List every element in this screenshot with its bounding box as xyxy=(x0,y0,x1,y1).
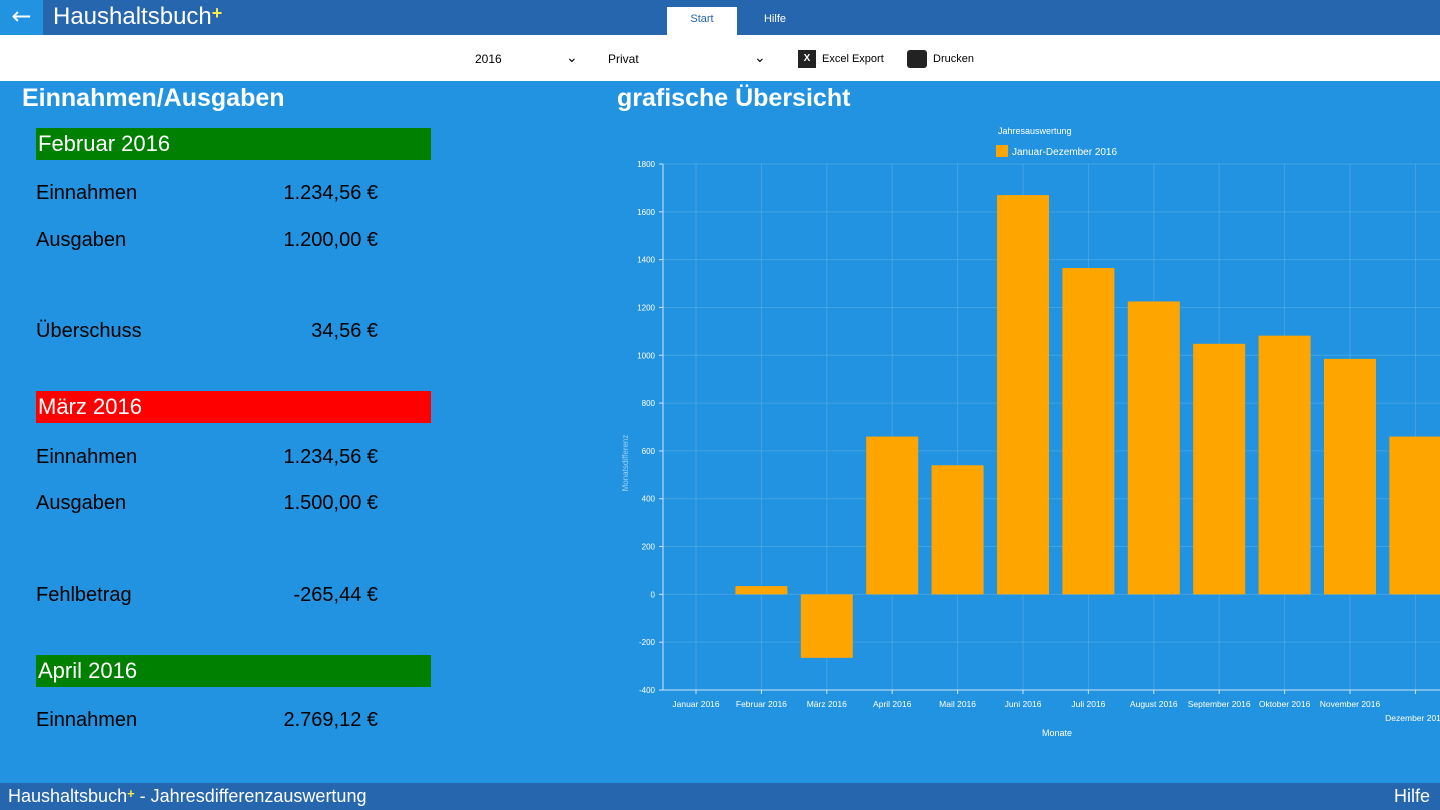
y-axis-label: Monatsdifferenz xyxy=(621,435,630,492)
bar xyxy=(997,195,1049,595)
x-tick-label: April 2016 xyxy=(873,699,912,709)
row-value: 2.769,12 € xyxy=(283,709,378,731)
y-tick-label: 1200 xyxy=(637,303,655,312)
y-tick-label: 600 xyxy=(642,447,656,456)
y-tick-label: 0 xyxy=(651,590,656,599)
tab-hilfe[interactable]: Hilfe xyxy=(763,13,786,25)
excel-icon: X xyxy=(798,50,816,68)
bar xyxy=(1389,436,1440,595)
chart-title: Jahresauswertung xyxy=(998,126,1072,136)
bar xyxy=(735,586,788,595)
bar xyxy=(800,594,853,658)
y-tick-label: 800 xyxy=(642,399,656,408)
x-tick-label: Juli 2016 xyxy=(1071,699,1105,709)
row-value: 1.234,56 € xyxy=(283,446,378,468)
y-tick-label: -200 xyxy=(639,638,656,647)
x-tick-label: Juni 2016 xyxy=(1005,699,1042,709)
excel-export-label: Excel Export xyxy=(822,53,884,65)
month-header: Februar 2016 xyxy=(36,128,431,160)
status-bar: Haushaltsbuch+ - Jahresdifferenzauswertu… xyxy=(0,783,1440,810)
bar xyxy=(1127,301,1180,595)
x-tick-label: März 2016 xyxy=(807,699,847,709)
row-value: 1.234,56 € xyxy=(283,182,378,204)
x-axis-label: Monate xyxy=(1042,728,1072,738)
title-bar: ← Haushaltsbuch+ Start Hilfe xyxy=(0,0,1440,35)
y-tick-label: 1400 xyxy=(637,256,655,265)
row-label: Einnahmen xyxy=(36,182,138,204)
x-tick-label: September 2016 xyxy=(1188,699,1251,709)
row-value: 1.200,00 € xyxy=(283,229,378,251)
x-tick-label: Januar 2016 xyxy=(672,699,720,709)
bar xyxy=(866,436,919,595)
bar xyxy=(1324,358,1376,595)
row-label: Ausgaben xyxy=(36,229,127,251)
section-heading-chart: grafische Übersicht xyxy=(617,84,851,112)
toolbar: 2016 ⌄ Privat ⌄ X Excel Export Drucken xyxy=(0,35,1440,83)
back-button[interactable]: ← xyxy=(0,0,43,35)
row-label: Einnahmen xyxy=(36,446,138,468)
y-tick-label: 1600 xyxy=(637,208,655,217)
y-tick-label: 200 xyxy=(642,543,656,552)
row-value: 1.500,00 € xyxy=(283,492,378,514)
legend-swatch xyxy=(996,145,1008,157)
status-app-name: Haushaltsbuch xyxy=(8,786,128,806)
x-tick-label: Mail 2016 xyxy=(939,699,976,709)
result-label: Fehlbetrag xyxy=(36,584,132,606)
section-heading-income-expenses: Einnahmen/Ausgaben xyxy=(22,84,285,112)
result-value: 34,56 € xyxy=(311,320,378,342)
print-label: Drucken xyxy=(933,53,974,65)
status-title: Haushaltsbuch+ - Jahresdifferenzauswertu… xyxy=(8,786,366,807)
plus-logo: + xyxy=(211,3,223,23)
row-label: Ausgaben xyxy=(36,492,127,514)
result-label: Überschuss xyxy=(36,320,142,342)
print-button[interactable]: Drucken xyxy=(907,50,974,68)
chevron-down-icon: ⌄ xyxy=(754,49,766,65)
printer-icon xyxy=(907,50,927,68)
app-title-text: Haushaltsbuch xyxy=(53,3,212,30)
y-tick-label: 400 xyxy=(642,495,656,504)
legend-label: Januar-Dezember 2016 xyxy=(1012,147,1117,158)
status-subtitle: - Jahresdifferenzauswertung xyxy=(134,786,367,806)
result-value: -265,44 € xyxy=(293,584,378,606)
row-label: Einnahmen xyxy=(36,709,138,731)
y-tick-label: 1800 xyxy=(637,160,655,169)
bar xyxy=(931,465,984,595)
help-link[interactable]: Hilfe xyxy=(1393,786,1430,806)
year-value: 2016 xyxy=(475,52,502,66)
x-tick-label: Februar 2016 xyxy=(736,699,787,709)
tab-start[interactable]: Start xyxy=(667,7,737,35)
x-tick-label: November 2016 xyxy=(1320,699,1381,709)
month-header: März 2016 xyxy=(36,391,431,423)
x-tick-label: August 2016 xyxy=(1130,699,1178,709)
chevron-down-icon: ⌄ xyxy=(566,49,578,65)
bar xyxy=(1193,343,1246,595)
app-title: Haushaltsbuch+ xyxy=(53,3,222,31)
excel-export-button[interactable]: X Excel Export xyxy=(798,50,884,68)
y-tick-label: 1000 xyxy=(637,351,655,360)
bar-chart: Jahresauswertung Januar-Dezember 2016 Mo… xyxy=(621,126,1440,738)
month-header: April 2016 xyxy=(36,655,431,687)
plus-logo: + xyxy=(127,786,135,801)
x-tick-label: Dezember 2016 xyxy=(1385,713,1440,723)
x-tick-label: Oktober 2016 xyxy=(1259,699,1311,709)
bar xyxy=(1258,335,1311,595)
arrow-left-icon: ← xyxy=(11,2,32,30)
y-tick-label: -400 xyxy=(639,686,656,695)
bar xyxy=(1062,268,1115,595)
account-value: Privat xyxy=(608,52,639,66)
